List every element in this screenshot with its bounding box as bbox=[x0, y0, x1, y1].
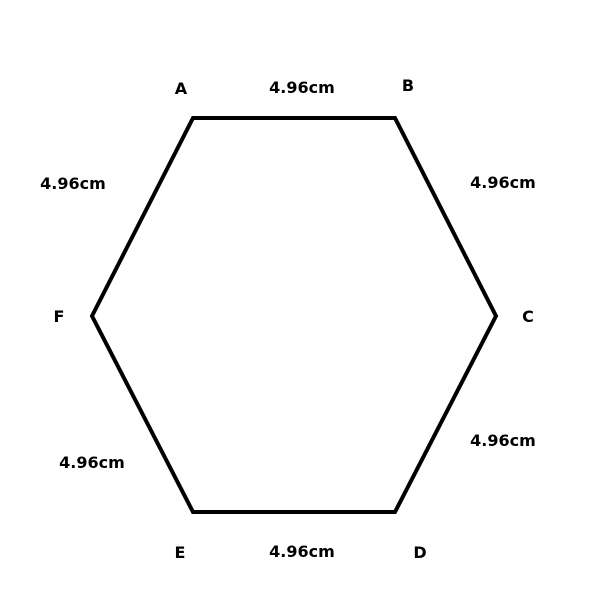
edge-label-de: 4.96cm bbox=[269, 542, 335, 561]
vertex-label-e: E bbox=[175, 543, 186, 562]
edge-label-ef: 4.96cm bbox=[59, 453, 125, 472]
edge-label-cd: 4.96cm bbox=[470, 431, 536, 450]
hexagon-shape bbox=[89, 116, 499, 514]
vertex-label-c: C bbox=[522, 307, 534, 326]
vertex-label-a: A bbox=[175, 79, 188, 98]
edge-label-bc: 4.96cm bbox=[470, 173, 536, 192]
edge-label-ab: 4.96cm bbox=[269, 78, 335, 97]
vertex-label-b: B bbox=[402, 76, 414, 95]
edge-label-fa: 4.96cm bbox=[40, 174, 106, 193]
vertex-label-d: D bbox=[413, 543, 426, 562]
vertex-label-f: F bbox=[54, 307, 65, 326]
